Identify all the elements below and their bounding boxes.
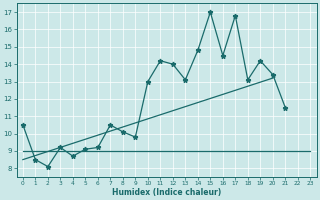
X-axis label: Humidex (Indice chaleur): Humidex (Indice chaleur) <box>112 188 221 197</box>
